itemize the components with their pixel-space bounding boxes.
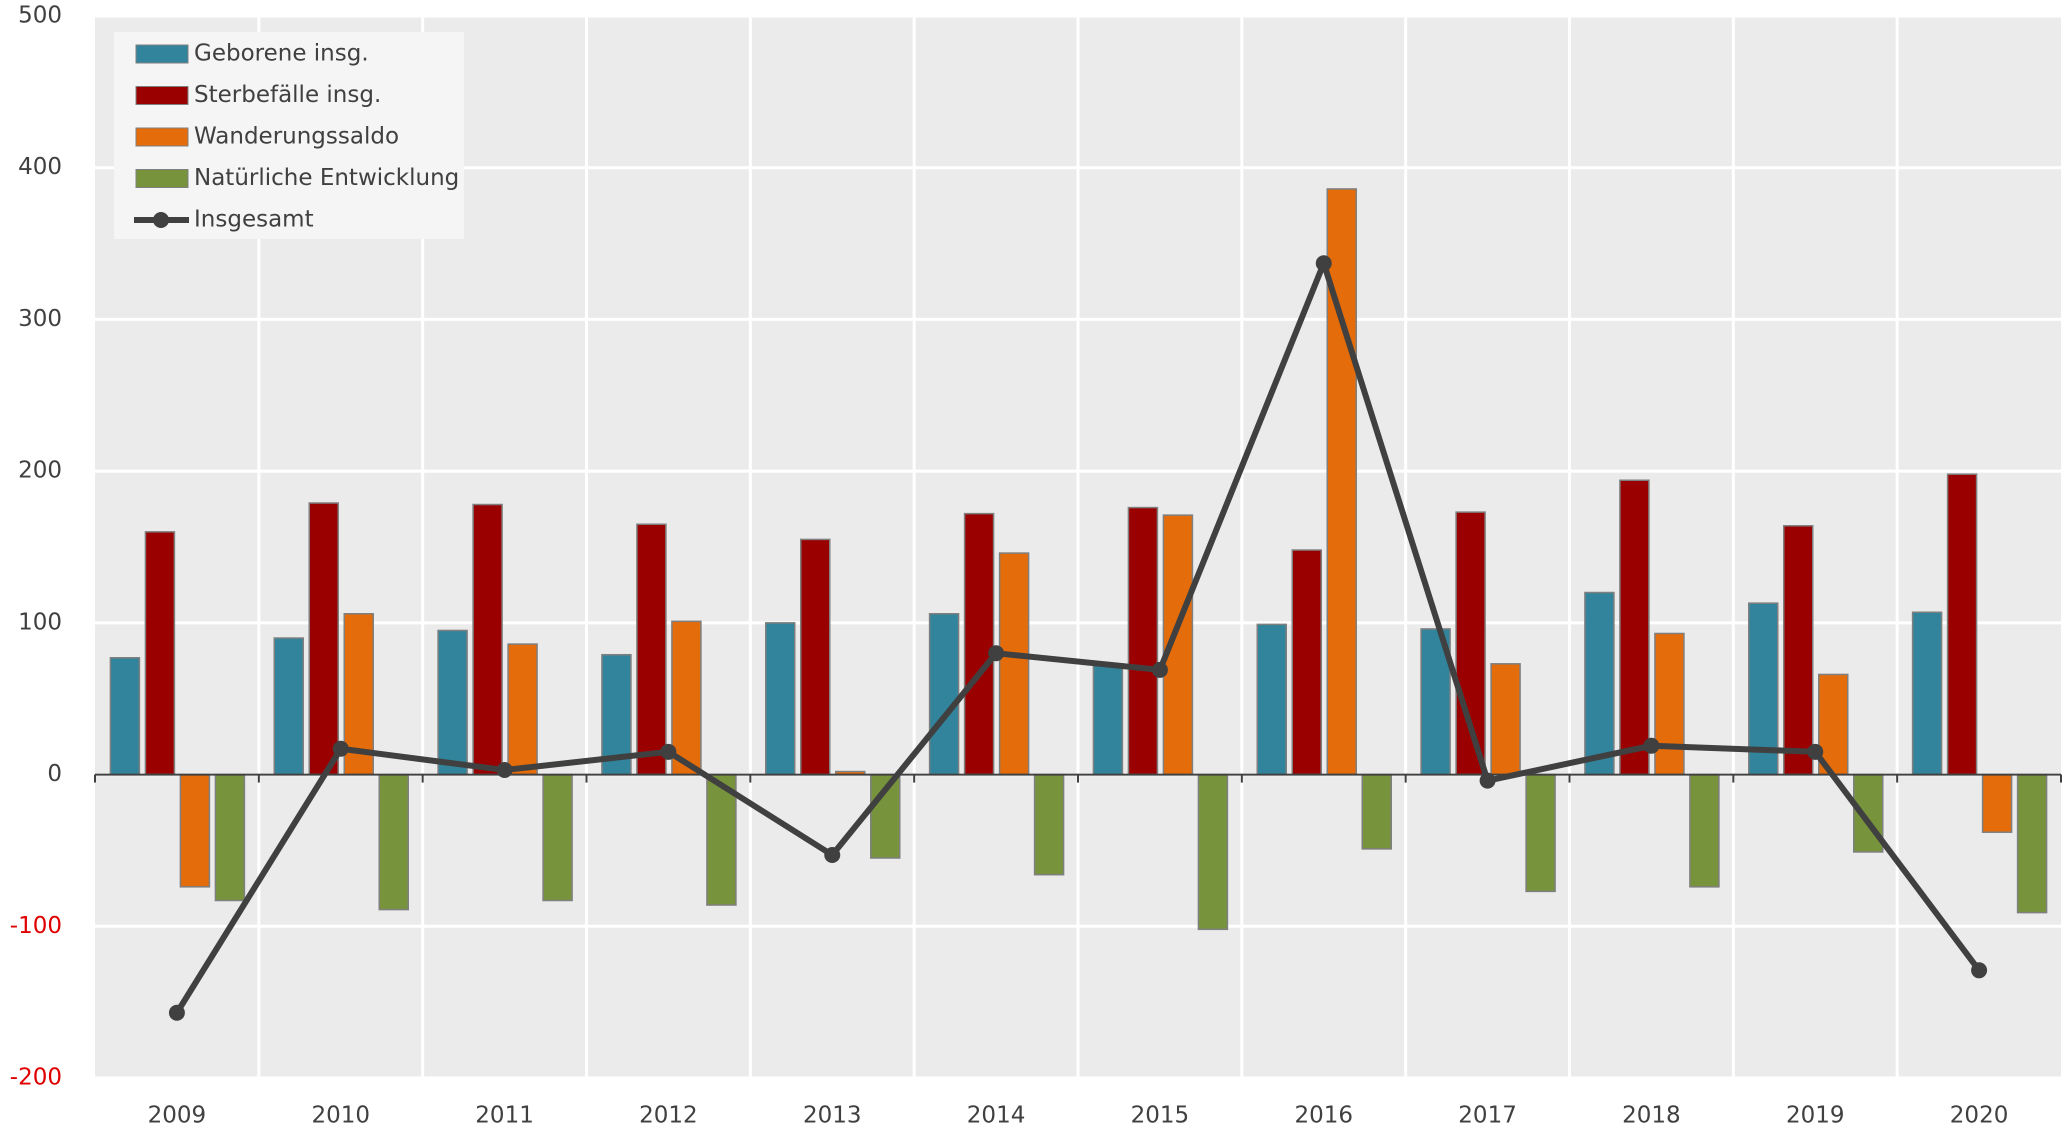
x-tick-label: 2015	[1131, 1103, 1190, 1128]
bar	[1092, 663, 1124, 776]
bar	[998, 552, 1030, 776]
bar	[1033, 773, 1065, 876]
y-tick-label: 500	[18, 3, 62, 29]
bar	[1256, 623, 1287, 776]
line-point	[1971, 962, 1988, 979]
bar	[636, 523, 667, 776]
legend-label: Wanderungssaldo	[194, 124, 399, 150]
line-point	[988, 645, 1005, 662]
line-series	[174, 260, 1982, 1015]
x-tick-label: 2010	[311, 1103, 370, 1128]
x-tick-label: 2017	[1458, 1103, 1517, 1128]
bar	[1748, 602, 1779, 776]
bar	[1326, 188, 1357, 776]
bar	[1911, 611, 1943, 776]
x-tick-label: 2016	[1294, 1103, 1353, 1128]
bar	[378, 773, 409, 911]
bar	[928, 613, 960, 776]
y-tick-label: 0	[47, 761, 62, 787]
x-tick-label: 2011	[475, 1103, 534, 1128]
line-point	[1151, 661, 1168, 678]
legend-dot	[153, 212, 169, 228]
legend-label: Insgesamt	[194, 207, 314, 233]
bar	[765, 622, 796, 776]
x-tick-label: 2018	[1622, 1103, 1681, 1128]
bar	[273, 637, 304, 776]
bar	[308, 502, 339, 776]
y-tick-label: -200	[10, 1065, 62, 1091]
legend-label: Sterbefälle insg.	[194, 82, 381, 108]
bar	[1689, 773, 1720, 888]
y-tick-label: 200	[18, 458, 62, 484]
bar	[179, 773, 211, 888]
bar	[1981, 773, 2013, 833]
bar	[144, 531, 176, 776]
bar	[1127, 506, 1159, 776]
y-tick-label: -100	[10, 913, 62, 939]
bar	[1197, 773, 1229, 931]
bar	[800, 538, 831, 776]
line-point	[824, 846, 841, 863]
line-point	[1807, 743, 1824, 760]
x-tick-label: 2009	[148, 1103, 207, 1128]
legend-swatch	[135, 169, 189, 188]
bar	[963, 512, 995, 776]
legend-swatch	[135, 127, 189, 147]
line-point	[1315, 255, 1332, 272]
bar	[1783, 525, 1814, 776]
y-tick-label: 400	[18, 154, 62, 180]
legend-swatch	[135, 86, 189, 105]
legend-label: Geborene insg.	[194, 41, 369, 67]
y-tick-label: 300	[18, 306, 62, 332]
bar	[1525, 773, 1556, 893]
line-point	[332, 740, 349, 757]
bar	[1584, 591, 1615, 776]
line-point	[496, 762, 513, 779]
x-tick-label: 2014	[967, 1103, 1026, 1128]
bar	[507, 643, 538, 776]
bar	[1619, 479, 1650, 776]
bar	[2016, 773, 2048, 914]
bar	[1818, 673, 1849, 776]
x-tick-label: 2013	[803, 1103, 862, 1128]
x-tick-label: 2012	[639, 1103, 698, 1128]
bar	[109, 657, 141, 776]
bar	[472, 503, 503, 776]
legend-swatch	[135, 44, 189, 64]
bar	[1291, 549, 1322, 776]
line-point	[168, 1004, 185, 1021]
bar	[1361, 773, 1392, 850]
bar	[214, 773, 246, 902]
bar	[437, 629, 468, 776]
x-tick-label: 2020	[1950, 1103, 2009, 1128]
bar	[1654, 632, 1685, 776]
bar	[542, 773, 573, 902]
bar	[1490, 663, 1521, 776]
y-tick-label: 100	[18, 609, 62, 635]
line-point	[660, 743, 677, 760]
legend-label: Natürliche Entwicklung	[194, 165, 459, 191]
line-point	[1479, 772, 1496, 789]
line-point	[1643, 737, 1660, 754]
bar	[1946, 473, 1978, 776]
x-tick-label: 2019	[1786, 1103, 1845, 1128]
